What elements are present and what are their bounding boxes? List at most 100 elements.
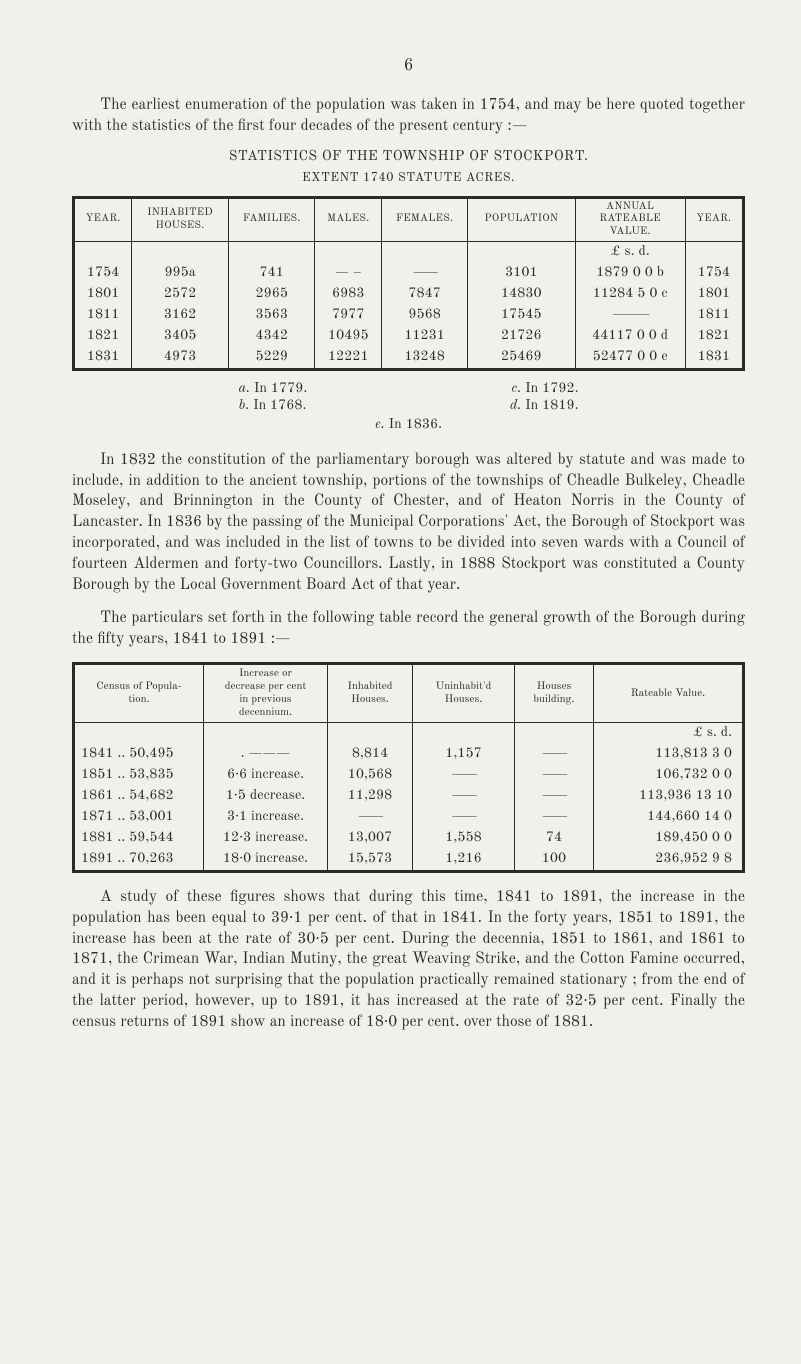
table1-cell: 1831 xyxy=(74,347,132,370)
table2-cell: —— xyxy=(514,765,593,786)
table2-cell: 1·5 decrease. xyxy=(204,786,328,807)
table1-cell: 21726 xyxy=(468,326,575,347)
table2-cell: 6·6 increase. xyxy=(204,765,328,786)
table2-cell: 113,813 3 0 xyxy=(594,744,744,765)
table1-cell: 10495 xyxy=(315,326,382,347)
table2-cell: 11,298 xyxy=(328,786,413,807)
table1-header-year2: YEAR. xyxy=(685,197,743,241)
note-b-letter: b. xyxy=(239,399,250,413)
table2-cell: —— xyxy=(514,807,593,828)
table1-cell: 1811 xyxy=(685,305,743,326)
table1-cell: 1821 xyxy=(74,326,132,347)
table2-cell: . ——— xyxy=(204,744,328,765)
table1-cell: 2572 xyxy=(132,284,229,305)
table2-cell: 18·0 increase. xyxy=(204,849,328,872)
table2-cell: 100 xyxy=(514,849,593,872)
note-a-text: In 1779. xyxy=(254,382,307,396)
table1-cell: 2965 xyxy=(228,284,315,305)
table2-row: 1851 .. 53,835 6·6 increase. 10,568 —— —… xyxy=(74,765,744,786)
table1-cell: 25469 xyxy=(468,347,575,370)
table1-header-females: FEMALES. xyxy=(382,197,468,241)
particulars-paragraph: The particulars set forth in the followi… xyxy=(72,608,745,650)
intro-paragraph: The earliest enumeration of the populati… xyxy=(72,95,745,137)
note-a-letter: a. xyxy=(239,382,250,396)
table2-row: 1841 .. 50,495 . ——— 8,814 1,157 —— 113,… xyxy=(74,744,744,765)
table2-cell: 1,558 xyxy=(413,828,515,849)
table2-header-uninhabited: Uninhabit'd Houses. xyxy=(413,663,515,722)
table1-cell: 3101 xyxy=(468,263,575,284)
table1-cell: 4973 xyxy=(132,347,229,370)
table1-header-year: YEAR. xyxy=(74,197,132,241)
table2-cell: —— xyxy=(413,765,515,786)
table2-cell: 1881 .. 59,544 xyxy=(74,828,204,849)
para2-text: In 1832 the constitution of the parliame… xyxy=(72,452,745,594)
table1-row: 1754 995a 741 — – —— 3101 1879 0 0 b 175… xyxy=(74,263,744,284)
table2-header-pct: Increase or decrease per cent in previou… xyxy=(204,663,328,722)
table2-cell: —— xyxy=(413,786,515,807)
table2-row: 1871 .. 53,001 3·1 increase. —— —— —— 14… xyxy=(74,807,744,828)
note-c-text: In 1792. xyxy=(525,382,578,396)
table2-cell: 8,814 xyxy=(328,744,413,765)
table2-cell: 12·3 increase. xyxy=(204,828,328,849)
table1-cell: 12221 xyxy=(315,347,382,370)
table1-cell: 4342 xyxy=(228,326,315,347)
table1-cell: 1821 xyxy=(685,326,743,347)
table1-cell: 1831 xyxy=(685,347,743,370)
table2-cell: —— xyxy=(328,807,413,828)
table1-header-population: POPULATION xyxy=(468,197,575,241)
para3-text: The particulars set forth in the followi… xyxy=(72,610,745,647)
table2-cell: 1,216 xyxy=(413,849,515,872)
table1-header-males: MALES. xyxy=(315,197,382,241)
table1-cell: 1754 xyxy=(74,263,132,284)
table2-cell: 1841 .. 50,495 xyxy=(74,744,204,765)
table1-cell: 11231 xyxy=(382,326,468,347)
table1-header-houses: INHABITED HOUSES. xyxy=(132,197,229,241)
census-table: Census of Popula- tion. Increase or decr… xyxy=(72,662,745,873)
table1-cell: — – xyxy=(315,263,382,284)
para1-text: The earliest enumeration of the populati… xyxy=(72,97,745,134)
page-number: 6 xyxy=(72,56,745,77)
table1-header-value: ANNUAL RATEABLE VALUE. xyxy=(575,197,685,241)
note-d-letter: d. xyxy=(510,399,521,413)
table2-cell: 236,952 9 8 xyxy=(594,849,744,872)
table1-cell: ——— xyxy=(575,305,685,326)
table2-lsd-row: £ s. d. xyxy=(74,722,744,744)
table2-cell: 10,568 xyxy=(328,765,413,786)
table2-cell: 144,660 14 0 xyxy=(594,807,744,828)
table1-cell: 1801 xyxy=(685,284,743,305)
table2-cell: —— xyxy=(413,807,515,828)
table1-row: 1811 3162 3563 7977 9568 17545 ——— 1811 xyxy=(74,305,744,326)
table1-row: 1831 4973 5229 12221 13248 25469 52477 0… xyxy=(74,347,744,370)
table1-cell: 3405 xyxy=(132,326,229,347)
table2-cell: 189,450 0 0 xyxy=(594,828,744,849)
table2-cell: 1851 .. 53,835 xyxy=(74,765,204,786)
table1-row: 1821 3405 4342 10495 11231 21726 44117 0… xyxy=(74,326,744,347)
table1-cell: 7847 xyxy=(382,284,468,305)
extent-line: EXTENT 1740 STATUTE ACRES. xyxy=(72,170,745,186)
table2-cell: 3·1 increase. xyxy=(204,807,328,828)
table2-header-building: Houses building. xyxy=(514,663,593,722)
table1-cell: 3563 xyxy=(228,305,315,326)
table2-header-rateable: Rateable Value. xyxy=(594,663,744,722)
para4-text: A study of these figures shows that duri… xyxy=(72,889,745,1031)
table1-cell: 1754 xyxy=(685,263,743,284)
statistics-title: STATISTICS OF THE TOWNSHIP OF STOCKPORT. xyxy=(72,149,745,166)
table2-row: 1891 .. 70,263 18·0 increase. 15,573 1,2… xyxy=(74,849,744,872)
table1-cell: 11284 5 0 c xyxy=(575,284,685,305)
table1-row: 1801 2572 2965 6983 7847 14830 11284 5 0… xyxy=(74,284,744,305)
table1-cell: 3162 xyxy=(132,305,229,326)
note-b-text: In 1768. xyxy=(253,399,306,413)
table2-cell: 106,732 0 0 xyxy=(594,765,744,786)
table2-cell: 1,157 xyxy=(413,744,515,765)
table1-cell: 13248 xyxy=(382,347,468,370)
table2-row: 1861 .. 54,682 1·5 decrease. 11,298 —— —… xyxy=(74,786,744,807)
table2-cell: —— xyxy=(514,786,593,807)
table1-cell: 741 xyxy=(228,263,315,284)
table1-cell: 7977 xyxy=(315,305,382,326)
table1-cell: 5229 xyxy=(228,347,315,370)
note-d-text: In 1819. xyxy=(525,399,578,413)
history-paragraph: In 1832 the constitution of the parliame… xyxy=(72,450,745,596)
table1-cell: 1811 xyxy=(74,305,132,326)
table2-cell: 1891 .. 70,263 xyxy=(74,849,204,872)
table1-header-families: FAMILIES. xyxy=(228,197,315,241)
